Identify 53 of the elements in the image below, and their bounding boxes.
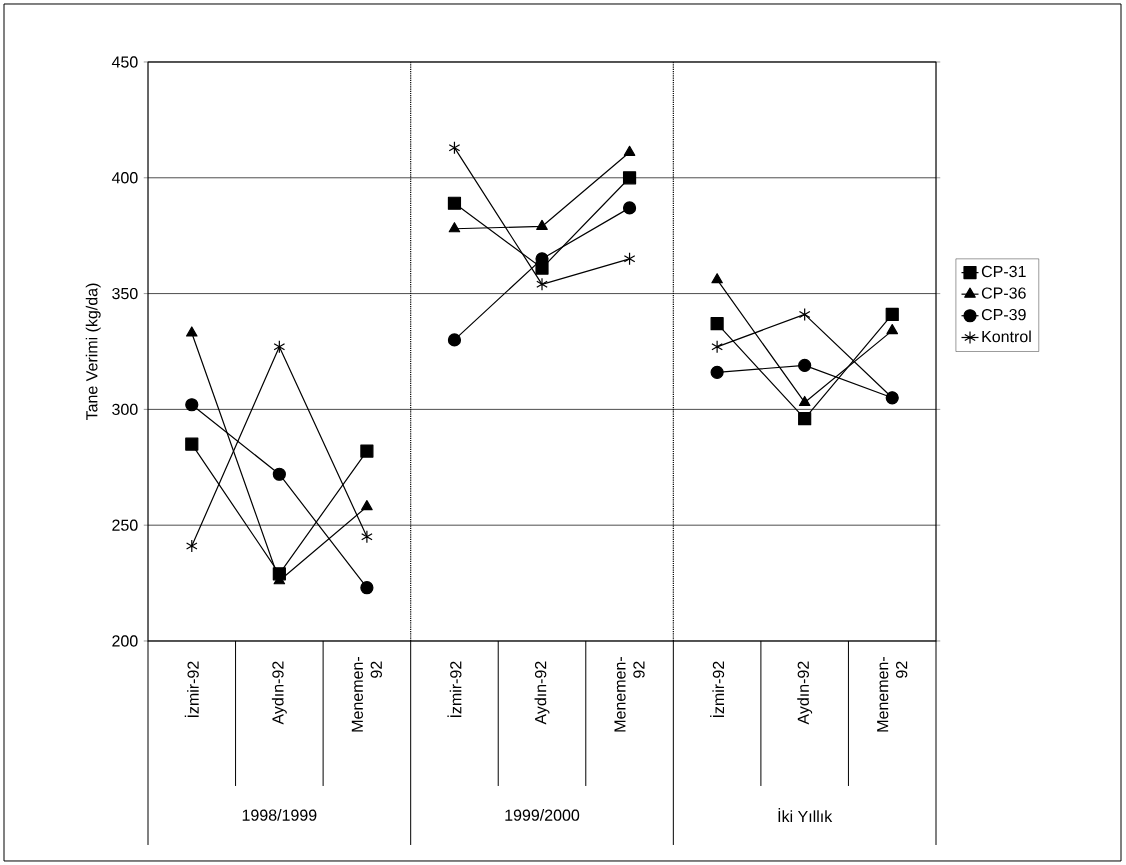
x-tick-label: Aydın-92	[271, 661, 287, 725]
x-tick-label: İzmir-92	[184, 661, 199, 718]
point	[622, 201, 637, 215]
legend-label: CP-36	[981, 287, 1026, 299]
point	[447, 333, 462, 347]
y-tick-label: 400	[111, 172, 138, 184]
point	[360, 581, 374, 595]
point	[623, 252, 636, 266]
x-tick-label: İzmir-92	[447, 661, 462, 718]
point	[185, 437, 199, 451]
point	[448, 222, 461, 233]
y-tick-label: 300	[112, 403, 138, 416]
x-tick-label: Menemen-92	[877, 657, 908, 732]
point	[798, 395, 811, 407]
point	[622, 171, 637, 185]
point	[536, 219, 548, 231]
legend-label: Kontrol	[982, 330, 1031, 343]
point	[711, 340, 723, 354]
text: 1998/1999	[242, 809, 317, 821]
point	[798, 412, 812, 426]
point	[361, 500, 373, 511]
y-tick-label: 450	[111, 56, 138, 68]
point	[536, 277, 548, 291]
point	[185, 398, 199, 412]
point	[185, 326, 198, 337]
y-tick-label: 350	[112, 287, 138, 300]
point	[798, 358, 812, 372]
y-axis-title: Tane Verimi (kg/da)	[85, 283, 101, 421]
text: 1999/2000	[505, 809, 580, 821]
y-tick-label: 200	[112, 635, 138, 647]
point	[185, 539, 198, 553]
legend-label: CP-31	[981, 265, 1026, 278]
point	[273, 340, 286, 354]
text: İki Yıllık	[778, 808, 833, 822]
point	[361, 530, 373, 544]
legend-label: CP-39	[981, 308, 1026, 321]
x-tick-label: Menemen-92	[614, 657, 645, 732]
x-tick-label: İzmir-92	[710, 661, 725, 718]
point	[886, 324, 899, 335]
y-tick-label: 250	[112, 519, 138, 531]
point	[360, 444, 374, 458]
x-tick-label: Aydın-92	[534, 661, 550, 725]
point	[448, 141, 461, 155]
point	[798, 307, 811, 322]
point	[710, 317, 724, 331]
point	[711, 273, 723, 284]
point	[447, 196, 462, 210]
point	[623, 145, 636, 156]
x-tick-label: Aydın-92	[797, 661, 813, 725]
point	[272, 467, 286, 481]
point	[710, 365, 724, 379]
point	[885, 307, 899, 322]
x-tick-label: Menemen-92	[351, 657, 382, 732]
